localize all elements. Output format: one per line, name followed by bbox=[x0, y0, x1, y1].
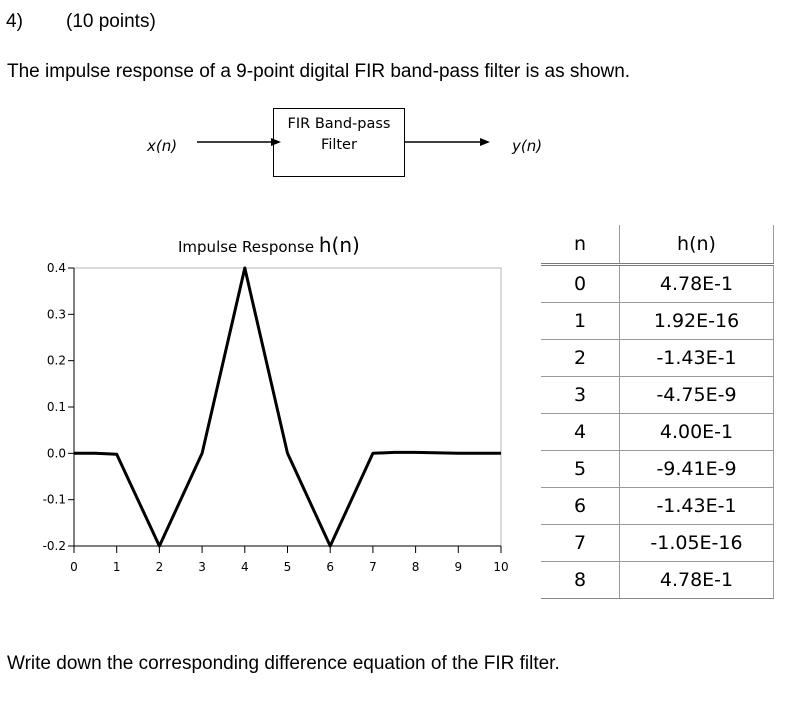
output-signal-label: y(n) bbox=[512, 137, 543, 155]
cell-h: -4.75E-9 bbox=[619, 376, 774, 414]
plot-title-symbol: h(n) bbox=[318, 233, 360, 257]
output-arrow bbox=[405, 138, 490, 146]
table-row: 2 -1.43E-1 bbox=[541, 339, 774, 377]
cell-n: 2 bbox=[541, 339, 620, 377]
column-header-h: h(n) bbox=[619, 225, 774, 266]
y-tick-label: 0.0 bbox=[47, 446, 66, 460]
cell-h: 4.78E-1 bbox=[619, 561, 774, 599]
table-header-row: n h(n) bbox=[541, 225, 774, 266]
y-tick-label: 0.3 bbox=[47, 307, 66, 321]
filter-block bbox=[273, 108, 405, 177]
table-row: 6 -1.43E-1 bbox=[541, 487, 774, 525]
x-tick-label: 7 bbox=[369, 560, 377, 574]
impulse-response-line bbox=[74, 266, 501, 548]
question-number: 4) bbox=[6, 11, 23, 32]
table-row: 8 4.78E-1 bbox=[541, 561, 774, 599]
cell-n: 4 bbox=[541, 413, 620, 451]
table-row: 7 -1.05E-16 bbox=[541, 524, 774, 562]
cell-h: 4.78E-1 bbox=[619, 264, 774, 303]
x-tick-label: 10 bbox=[493, 560, 508, 574]
cell-h: -1.43E-1 bbox=[619, 487, 774, 525]
x-tick-label: 5 bbox=[284, 560, 292, 574]
x-tick-label: 4 bbox=[241, 560, 249, 574]
plot-title-text: Impulse Response bbox=[178, 238, 315, 256]
y-tick-label: 0.2 bbox=[47, 354, 66, 368]
cell-h: 1.92E-16 bbox=[619, 302, 774, 340]
question-statement: The impulse response of a 9-point digita… bbox=[7, 61, 631, 82]
table-row: 0 4.78E-1 bbox=[541, 264, 774, 303]
y-tick-label: 0.4 bbox=[47, 261, 66, 275]
x-tick-label: 1 bbox=[113, 560, 121, 574]
cell-n: 7 bbox=[541, 524, 620, 562]
cell-h: -1.05E-16 bbox=[619, 524, 774, 562]
filter-block-label-line1: FIR Band-pass bbox=[287, 116, 391, 132]
table-row: 4 4.00E-1 bbox=[541, 413, 774, 451]
cell-n: 0 bbox=[541, 264, 620, 303]
cell-h: -9.41E-9 bbox=[619, 450, 774, 488]
y-tick-label: -0.1 bbox=[43, 493, 66, 507]
plot-title: Impulse Response h(n) bbox=[178, 233, 360, 257]
y-tick-label: 0.1 bbox=[47, 400, 66, 414]
column-header-n: n bbox=[541, 225, 620, 266]
x-tick-label: 0 bbox=[70, 560, 78, 574]
cell-n: 1 bbox=[541, 302, 620, 340]
x-tick-label: 2 bbox=[156, 560, 164, 574]
impulse-response-table: n h(n) 0 4.78E-1 1 1.92E-16 2 -1.43E-1 3 -4.… bbox=[541, 225, 774, 599]
cell-n: 8 bbox=[541, 561, 620, 599]
filter-block-label-line2: Filter bbox=[321, 137, 357, 153]
cell-n: 5 bbox=[541, 450, 620, 488]
x-tick-label: 8 bbox=[412, 560, 420, 574]
x-tick-label: 9 bbox=[454, 560, 462, 574]
cell-n: 6 bbox=[541, 487, 620, 525]
question-task: Write down the corresponding difference … bbox=[7, 653, 560, 674]
question-points: (10 points) bbox=[66, 11, 156, 32]
cell-n: 3 bbox=[541, 376, 620, 414]
table-row: 1 1.92E-16 bbox=[541, 302, 774, 340]
table-row: 3 -4.75E-9 bbox=[541, 376, 774, 414]
cell-h: 4.00E-1 bbox=[619, 413, 774, 451]
x-tick-label: 6 bbox=[326, 560, 334, 574]
impulse-response-chart: 0.4 0.3 0.2 0.1 0.0 -0.1 -0.2 0 1 2 3 4 5 6 7 8 9 10 bbox=[43, 261, 509, 574]
y-tick-label: -0.2 bbox=[43, 539, 66, 553]
x-tick-label: 3 bbox=[198, 560, 206, 574]
table-row: 5 -9.41E-9 bbox=[541, 450, 774, 488]
plot-area-frame bbox=[73, 267, 502, 547]
cell-h: -1.43E-1 bbox=[619, 339, 774, 377]
input-signal-label: x(n) bbox=[147, 137, 178, 155]
